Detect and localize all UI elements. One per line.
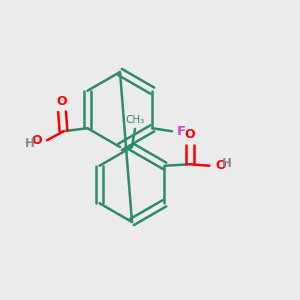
- Text: H: H: [222, 157, 232, 170]
- Text: O: O: [185, 128, 195, 141]
- Text: O: O: [57, 95, 67, 108]
- Text: CH₃: CH₃: [125, 115, 145, 125]
- Text: O: O: [31, 134, 42, 147]
- Text: O: O: [215, 159, 226, 172]
- Text: F: F: [176, 125, 186, 138]
- Text: H: H: [25, 137, 34, 150]
